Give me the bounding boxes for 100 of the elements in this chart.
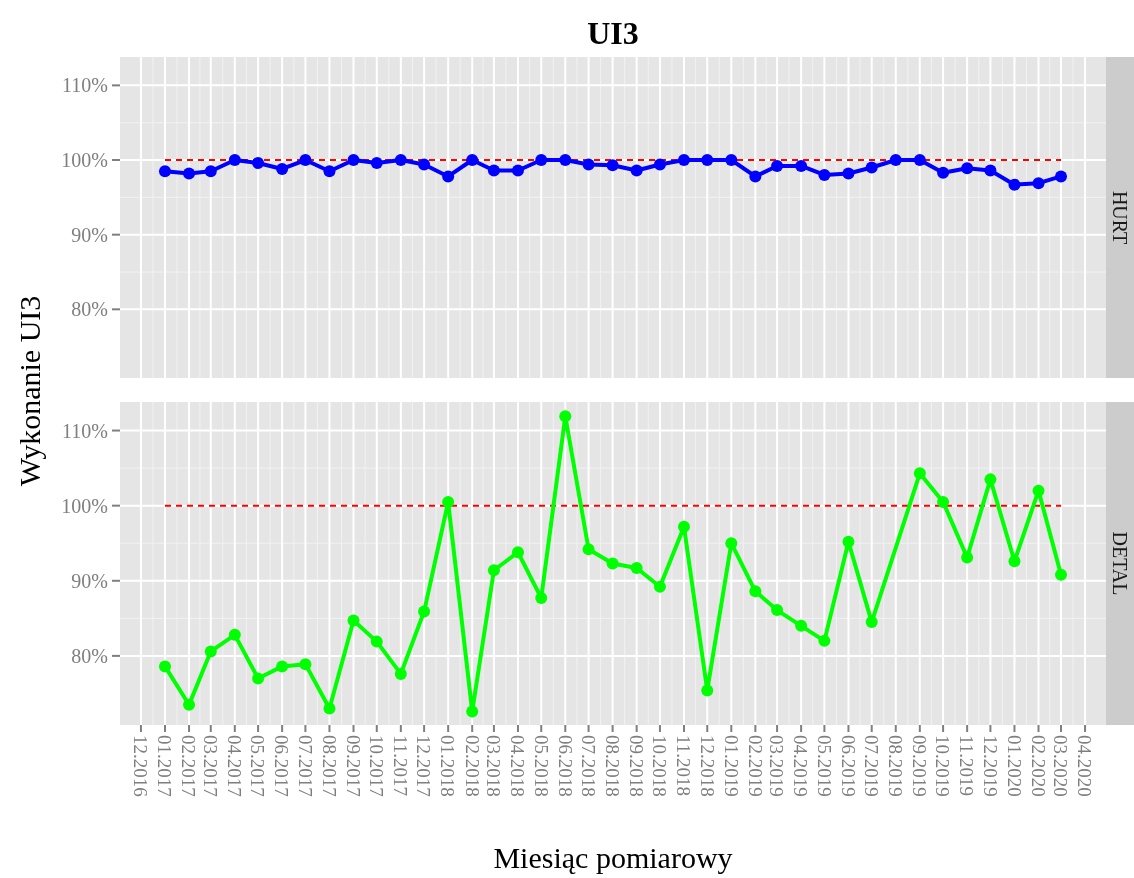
point: [559, 410, 572, 423]
point: [771, 159, 784, 172]
point: [1032, 484, 1045, 497]
x-tick-label: 10.2018: [649, 735, 671, 797]
x-tick-label: 12.2017: [413, 735, 435, 797]
x-tick-label: 08.2018: [601, 735, 623, 797]
text: DETAL: [1109, 531, 1131, 596]
point: [842, 167, 855, 180]
point: [749, 585, 762, 598]
point: [889, 154, 902, 167]
point: [984, 164, 997, 177]
y-tick-label: 80%: [71, 298, 108, 321]
point: [228, 628, 241, 641]
point: [818, 168, 831, 181]
point: [370, 157, 383, 170]
point: [183, 698, 196, 711]
point: [725, 154, 738, 167]
x-tick-label: 02.2019: [744, 735, 766, 797]
point: [725, 537, 738, 550]
point: [442, 495, 455, 508]
point: [466, 154, 479, 167]
point: [653, 158, 666, 171]
point: [1055, 568, 1068, 581]
point: [466, 705, 479, 718]
point: [582, 543, 595, 556]
x-tick-label: 09.2018: [626, 735, 648, 797]
point: [394, 667, 407, 680]
x-tick-label: 01.2017: [154, 735, 176, 797]
point: [795, 159, 808, 172]
point: [511, 164, 524, 177]
x-tick-label: 08.2017: [318, 735, 340, 797]
x-tick-label: 01.2019: [720, 735, 742, 797]
y-tick-label: 100%: [61, 149, 108, 172]
x-tick-label: 03.2018: [483, 735, 505, 797]
point: [158, 165, 171, 178]
point: [347, 154, 360, 167]
x-axis-title: Miesiąc pomiarowy: [493, 841, 733, 874]
point: [1032, 177, 1045, 190]
point: [487, 564, 500, 577]
point: [418, 605, 431, 618]
point: [630, 562, 643, 575]
x-tick-label: 04.2020: [1074, 735, 1096, 797]
point: [1008, 178, 1021, 191]
point: [677, 154, 690, 167]
x-tick-label: 04.2019: [790, 735, 812, 797]
point: [252, 157, 265, 170]
point: [606, 159, 619, 172]
x-tick-label: 12.2018: [696, 735, 718, 797]
x-tick-label: 12.2019: [979, 735, 1001, 797]
text: HURT: [1109, 190, 1131, 245]
x-tick-label: 03.2019: [766, 735, 788, 797]
point: [535, 154, 548, 167]
point: [606, 557, 619, 570]
x-tick-label: 10.2017: [366, 735, 388, 797]
point: [228, 154, 241, 167]
point: [937, 495, 950, 508]
point: [418, 158, 431, 171]
x-tick-label: 06.2018: [554, 735, 576, 797]
point: [961, 551, 974, 564]
point: [913, 467, 926, 480]
point: [535, 592, 548, 605]
point: [1055, 170, 1068, 183]
x-tick-label: 11.2017: [390, 735, 412, 797]
point: [204, 165, 217, 178]
point: [204, 645, 217, 658]
point: [937, 166, 950, 179]
y-tick-label: 110%: [62, 419, 108, 442]
x-tick-label: 01.2020: [1003, 735, 1025, 797]
y-axis-title: Wykonanie UI3: [13, 295, 46, 487]
point: [701, 684, 714, 697]
y-tick-label: 100%: [61, 494, 108, 517]
x-tick-label: 10.2019: [932, 735, 954, 797]
x-tick-label: 07.2018: [577, 735, 599, 797]
point: [865, 616, 878, 629]
x-tick-label: 06.2017: [271, 735, 293, 797]
point: [323, 165, 336, 178]
y-tick-label: 90%: [71, 569, 108, 592]
point: [394, 154, 407, 167]
point: [442, 170, 455, 183]
point: [795, 619, 808, 632]
point: [653, 580, 666, 593]
point: [158, 660, 171, 673]
y-tick-label: 80%: [71, 644, 108, 667]
point: [511, 546, 524, 559]
point: [582, 158, 595, 171]
x-tick-label: 01.2018: [437, 735, 459, 797]
x-tick-label: 04.2018: [507, 735, 529, 797]
x-tick-label: 05.2017: [247, 735, 269, 797]
x-tick-label: 02.2017: [178, 735, 200, 797]
point: [276, 162, 289, 175]
x-tick-label: 07.2019: [861, 735, 883, 797]
x-tick-label: 09.2017: [342, 735, 364, 797]
x-tick-label: 03.2017: [200, 735, 222, 797]
x-tick-label: 02.2020: [1027, 735, 1049, 797]
point: [771, 604, 784, 617]
point: [818, 634, 831, 647]
point: [487, 164, 500, 177]
point: [252, 672, 265, 685]
point: [865, 161, 878, 174]
point: [299, 658, 312, 671]
